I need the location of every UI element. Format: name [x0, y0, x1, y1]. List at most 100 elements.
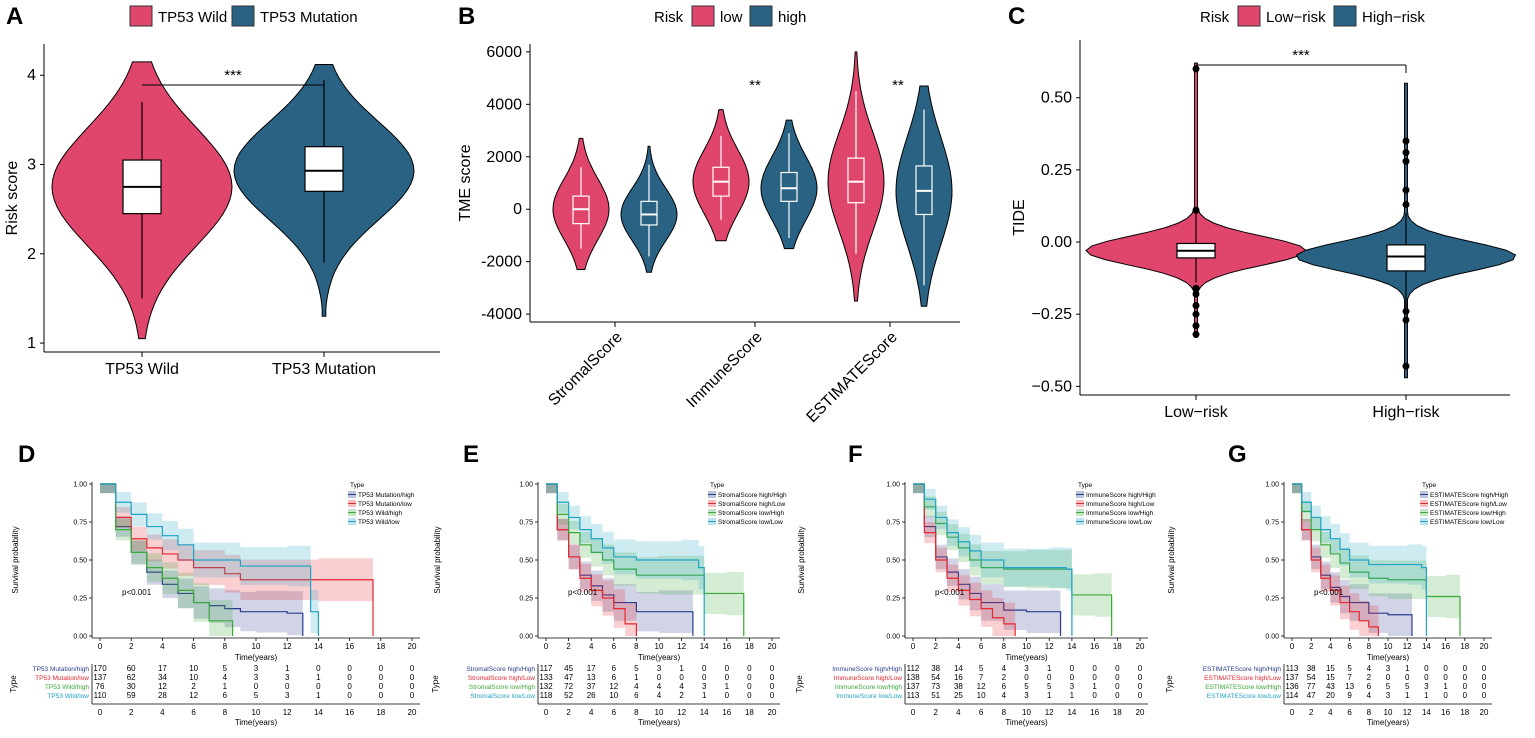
risk-x-tick-label: 12	[1045, 708, 1054, 717]
x-tick-label: 8	[634, 642, 639, 651]
y-tick-label: 4	[27, 67, 36, 84]
risk-count: 0	[1092, 673, 1097, 682]
y-tick-label: 3	[27, 157, 36, 174]
risk-count: 0	[1115, 673, 1120, 682]
risk-x-tick-label: 14	[1067, 708, 1076, 717]
x-tick-label: 18	[745, 642, 754, 651]
ci-band-0	[1292, 484, 1412, 636]
x-tick-label: 2	[1309, 642, 1314, 651]
legend-swatch-low-risk	[1237, 5, 1261, 27]
risk-count: 54	[931, 673, 940, 682]
x-tick-label: 20	[408, 642, 417, 651]
risk-count: 0	[379, 664, 384, 673]
risk-count: 4	[1367, 664, 1372, 673]
risk-count: 2	[679, 691, 684, 700]
risk-count: 0	[702, 673, 707, 682]
risk-count: 0	[1115, 691, 1120, 700]
risk-count: 2	[1367, 673, 1372, 682]
risk-count: 5	[1047, 682, 1052, 691]
y-tick-label: 0.00	[1265, 634, 1279, 641]
x-tick-label: 4	[160, 642, 165, 651]
risk-count: 3	[1070, 682, 1075, 691]
x-tick-label: 0	[544, 642, 549, 651]
risk-x-tick-label: 14	[1422, 708, 1431, 717]
panel-label-f: F	[848, 441, 863, 468]
risk-count: 5	[979, 664, 984, 673]
risk-count: 38	[1307, 664, 1316, 673]
risk-row-label: StromalScore high/Low	[468, 675, 536, 682]
risk-count: 52	[564, 691, 573, 700]
risk-count: 60	[127, 664, 136, 673]
legend-label-high-risk: High−risk	[1362, 9, 1425, 26]
outlier-point	[1192, 65, 1200, 73]
y-tick-label: 2	[27, 246, 36, 263]
survival-curve-1	[100, 483, 374, 636]
risk-x-tick-label: 0	[911, 708, 916, 717]
violin-0	[1085, 62, 1307, 338]
risk-x-tick-label: 6	[1347, 708, 1352, 717]
risk-count: 0	[347, 682, 352, 691]
risk-count: 1	[1092, 682, 1097, 691]
risk-count: 0	[1482, 673, 1487, 682]
box-iqr	[640, 200, 658, 226]
risk-count: 4	[1002, 691, 1007, 700]
y-tick-label: 1.00	[886, 482, 900, 489]
risk-count: 9	[1347, 691, 1352, 700]
legend-label: ESTIMATEScore low/Low	[1430, 519, 1505, 526]
risk-count: 6	[223, 691, 228, 700]
risk-count: 15	[1326, 664, 1335, 673]
risk-x-axis-title: Time(years)	[638, 718, 681, 727]
risk-count: 10	[977, 691, 986, 700]
ci-band-0	[100, 484, 303, 636]
risk-count: 0	[1424, 673, 1429, 682]
risk-x-tick-label: 8	[1367, 708, 1372, 717]
ci-band-2	[100, 484, 233, 636]
x-tick-label: 8	[223, 642, 228, 651]
risk-x-tick-label: 0	[98, 708, 103, 717]
risk-row-label: ESTIMATEScore high/Low	[1204, 675, 1281, 682]
risk-row-label: ImmuneScore low/Low	[836, 693, 902, 700]
risk-x-tick-label: 14	[700, 708, 709, 717]
risk-count: 1	[702, 691, 707, 700]
x-axis-title: Time(years)	[1005, 653, 1048, 662]
y-tick-label: 1.00	[73, 482, 87, 489]
risk-x-tick-label: 2	[129, 708, 134, 717]
risk-x-tick-label: 18	[745, 708, 754, 717]
risk-x-tick-label: 12	[283, 708, 292, 717]
y-tick-label: 1.00	[1265, 482, 1279, 489]
ci-band-1	[913, 484, 1016, 636]
risk-count: 3	[254, 673, 259, 682]
panel-label-g: G	[1228, 441, 1247, 468]
risk-table-title: Type	[1165, 675, 1174, 693]
outlier-point	[1402, 157, 1410, 165]
risk-count: 15	[1326, 673, 1335, 682]
panel-g: G0.000.250.500.751.000 2 4 6 8 10 12 14 16 18 20Ti…	[1165, 441, 1509, 727]
risk-count: 0	[1092, 664, 1097, 673]
risk-count: 0	[379, 682, 384, 691]
risk-x-tick-label: 12	[1403, 708, 1412, 717]
risk-count: 3	[1424, 682, 1429, 691]
risk-row-label: StromalScore high/High	[466, 666, 535, 673]
risk-x-tick-label: 6	[191, 708, 196, 717]
y-tick-label: −0.25	[1032, 306, 1073, 323]
outlier-point	[1402, 316, 1410, 324]
risk-count: 1	[316, 673, 321, 682]
risk-count: 0	[1070, 664, 1075, 673]
risk-x-axis-title: Time(years)	[1367, 718, 1410, 727]
legend-swatch-high-risk	[1333, 5, 1357, 27]
risk-count: 0	[1138, 673, 1143, 682]
y-tick-label: 0.00	[519, 634, 533, 641]
x-tick-label: 20	[768, 642, 777, 651]
risk-count: 133	[539, 673, 553, 682]
risk-count: 17	[587, 664, 596, 673]
legend-label: ImmuneScore high/High	[1086, 492, 1156, 499]
y-tick-label: 0.50	[73, 558, 87, 565]
y-axis-title: TIDE	[1011, 199, 1028, 235]
risk-count: 54	[1307, 673, 1316, 682]
legend-label-high: high	[778, 9, 806, 26]
y-axis-title: Survival probability	[433, 526, 442, 593]
risk-x-tick-label: 14	[314, 708, 323, 717]
risk-x-tick-label: 6	[979, 708, 984, 717]
outlier-point	[1402, 307, 1410, 315]
risk-x-tick-label: 16	[722, 708, 731, 717]
